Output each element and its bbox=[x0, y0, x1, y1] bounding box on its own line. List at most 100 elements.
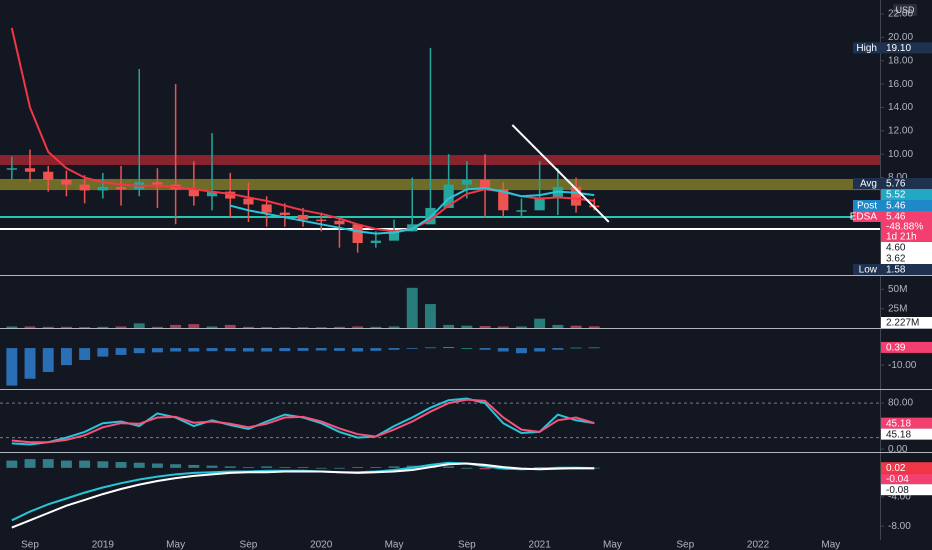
price-tag-label: 3.62 bbox=[886, 254, 906, 265]
price-tag bbox=[881, 462, 932, 474]
histogram-bar bbox=[315, 467, 327, 469]
candle-body bbox=[225, 191, 236, 199]
x-tick-label: 2019 bbox=[92, 540, 115, 550]
histogram-bar bbox=[60, 460, 72, 468]
histogram-bar bbox=[97, 461, 109, 468]
histogram-bar bbox=[6, 348, 18, 386]
histogram-bar bbox=[6, 460, 18, 468]
histogram-bar bbox=[133, 348, 145, 354]
histogram-bar bbox=[242, 326, 254, 328]
histogram-bar bbox=[406, 287, 418, 328]
price-tag-title: Avg bbox=[860, 179, 877, 190]
histogram-bar bbox=[352, 467, 364, 468]
histogram-bar bbox=[242, 348, 254, 352]
histogram-bar bbox=[224, 466, 236, 468]
plot-area bbox=[0, 27, 880, 253]
histogram-bar bbox=[497, 348, 509, 352]
y-tick-label: 10.00 bbox=[888, 149, 913, 160]
candle-body bbox=[534, 197, 545, 211]
candle-body bbox=[43, 171, 54, 180]
price-tag bbox=[881, 428, 932, 440]
candle-body bbox=[297, 214, 309, 220]
y-tick-label: -8.00 bbox=[888, 521, 911, 532]
candle-body bbox=[388, 231, 400, 241]
plot-area bbox=[6, 459, 600, 529]
histogram-bar bbox=[24, 326, 36, 328]
trend-line bbox=[511, 124, 610, 223]
y-tick-label: 25M bbox=[888, 303, 907, 314]
histogram-bar bbox=[443, 347, 455, 349]
price-tag bbox=[881, 189, 932, 200]
histogram-bar bbox=[170, 464, 182, 468]
histogram-bar bbox=[479, 348, 491, 350]
histogram-bar bbox=[261, 327, 273, 328]
y-tick-label: 16.00 bbox=[888, 79, 913, 90]
price-tag-label: 5.46 bbox=[886, 212, 906, 223]
histogram-bar bbox=[352, 348, 364, 352]
histogram-bar bbox=[570, 325, 582, 328]
histogram-bar bbox=[79, 348, 91, 361]
x-tick-label: May bbox=[821, 540, 840, 550]
histogram-bar bbox=[570, 347, 582, 349]
y-tick-label: 20.00 bbox=[888, 32, 913, 43]
price-tag-title: Post bbox=[857, 201, 877, 212]
candle-body bbox=[570, 186, 582, 206]
histogram-bar bbox=[424, 304, 436, 328]
candle-body bbox=[516, 210, 527, 212]
candle-body bbox=[316, 219, 327, 222]
y-tick-label: 14.00 bbox=[888, 102, 913, 113]
histogram-bar bbox=[443, 466, 455, 468]
histogram-bar bbox=[297, 348, 309, 351]
histogram-bar bbox=[60, 326, 72, 328]
y-tick-label: 22.00 bbox=[888, 9, 913, 20]
histogram-bar bbox=[151, 348, 163, 353]
histogram-bar bbox=[315, 348, 327, 351]
histogram-bar bbox=[97, 326, 109, 328]
price-tag-title-box bbox=[853, 264, 881, 275]
histogram-bar bbox=[170, 324, 182, 328]
histogram-bar bbox=[497, 326, 509, 328]
histogram-bar bbox=[42, 459, 54, 468]
x-tick-label: Sep bbox=[240, 540, 258, 550]
price-tag-extra: -48.88% bbox=[886, 222, 923, 233]
price-tag-label: 0.39 bbox=[886, 343, 906, 354]
candle-body bbox=[188, 189, 199, 197]
histogram-bar bbox=[333, 348, 345, 351]
panel: 25M 50M 2.227M bbox=[0, 275, 932, 329]
candle-body bbox=[261, 204, 272, 213]
histogram-bar bbox=[151, 326, 163, 328]
histogram-bar bbox=[370, 348, 382, 351]
histogram-bar bbox=[461, 467, 473, 469]
histogram-bar bbox=[261, 348, 273, 352]
histogram-bar bbox=[479, 326, 491, 328]
currency-label: USD bbox=[895, 5, 915, 15]
histogram-bar bbox=[115, 326, 127, 328]
zone-band bbox=[0, 155, 880, 165]
histogram-bar bbox=[206, 326, 218, 328]
y-tick-label: 8.00 bbox=[888, 172, 908, 183]
candle-body bbox=[243, 198, 254, 205]
candle-body bbox=[479, 179, 491, 190]
y-tick-label: 50M bbox=[888, 284, 907, 295]
price-tag bbox=[881, 317, 932, 328]
x-tick-label: Sep bbox=[676, 540, 694, 550]
candle-body bbox=[24, 168, 36, 172]
histogram-bar bbox=[188, 348, 200, 352]
candle-body bbox=[443, 184, 454, 208]
price-tag-title-box bbox=[853, 178, 881, 189]
price-tag-label: 45.18 bbox=[886, 418, 911, 429]
zone-band bbox=[0, 178, 880, 191]
histogram-bar bbox=[133, 462, 145, 468]
candle-body bbox=[279, 212, 290, 215]
price-tag-label: 19.10 bbox=[886, 43, 911, 54]
price-tag bbox=[881, 211, 932, 242]
y-tick-label: -10.00 bbox=[888, 360, 917, 371]
x-tick-label: May bbox=[385, 540, 404, 550]
histogram-bar bbox=[279, 327, 291, 328]
price-tag-title: EDSA bbox=[850, 212, 878, 223]
price-tag-label: 5.76 bbox=[886, 179, 906, 190]
indicator-line bbox=[11, 462, 595, 529]
histogram-bar bbox=[406, 348, 418, 349]
panel: 0.00-10.000.39 bbox=[0, 328, 932, 386]
